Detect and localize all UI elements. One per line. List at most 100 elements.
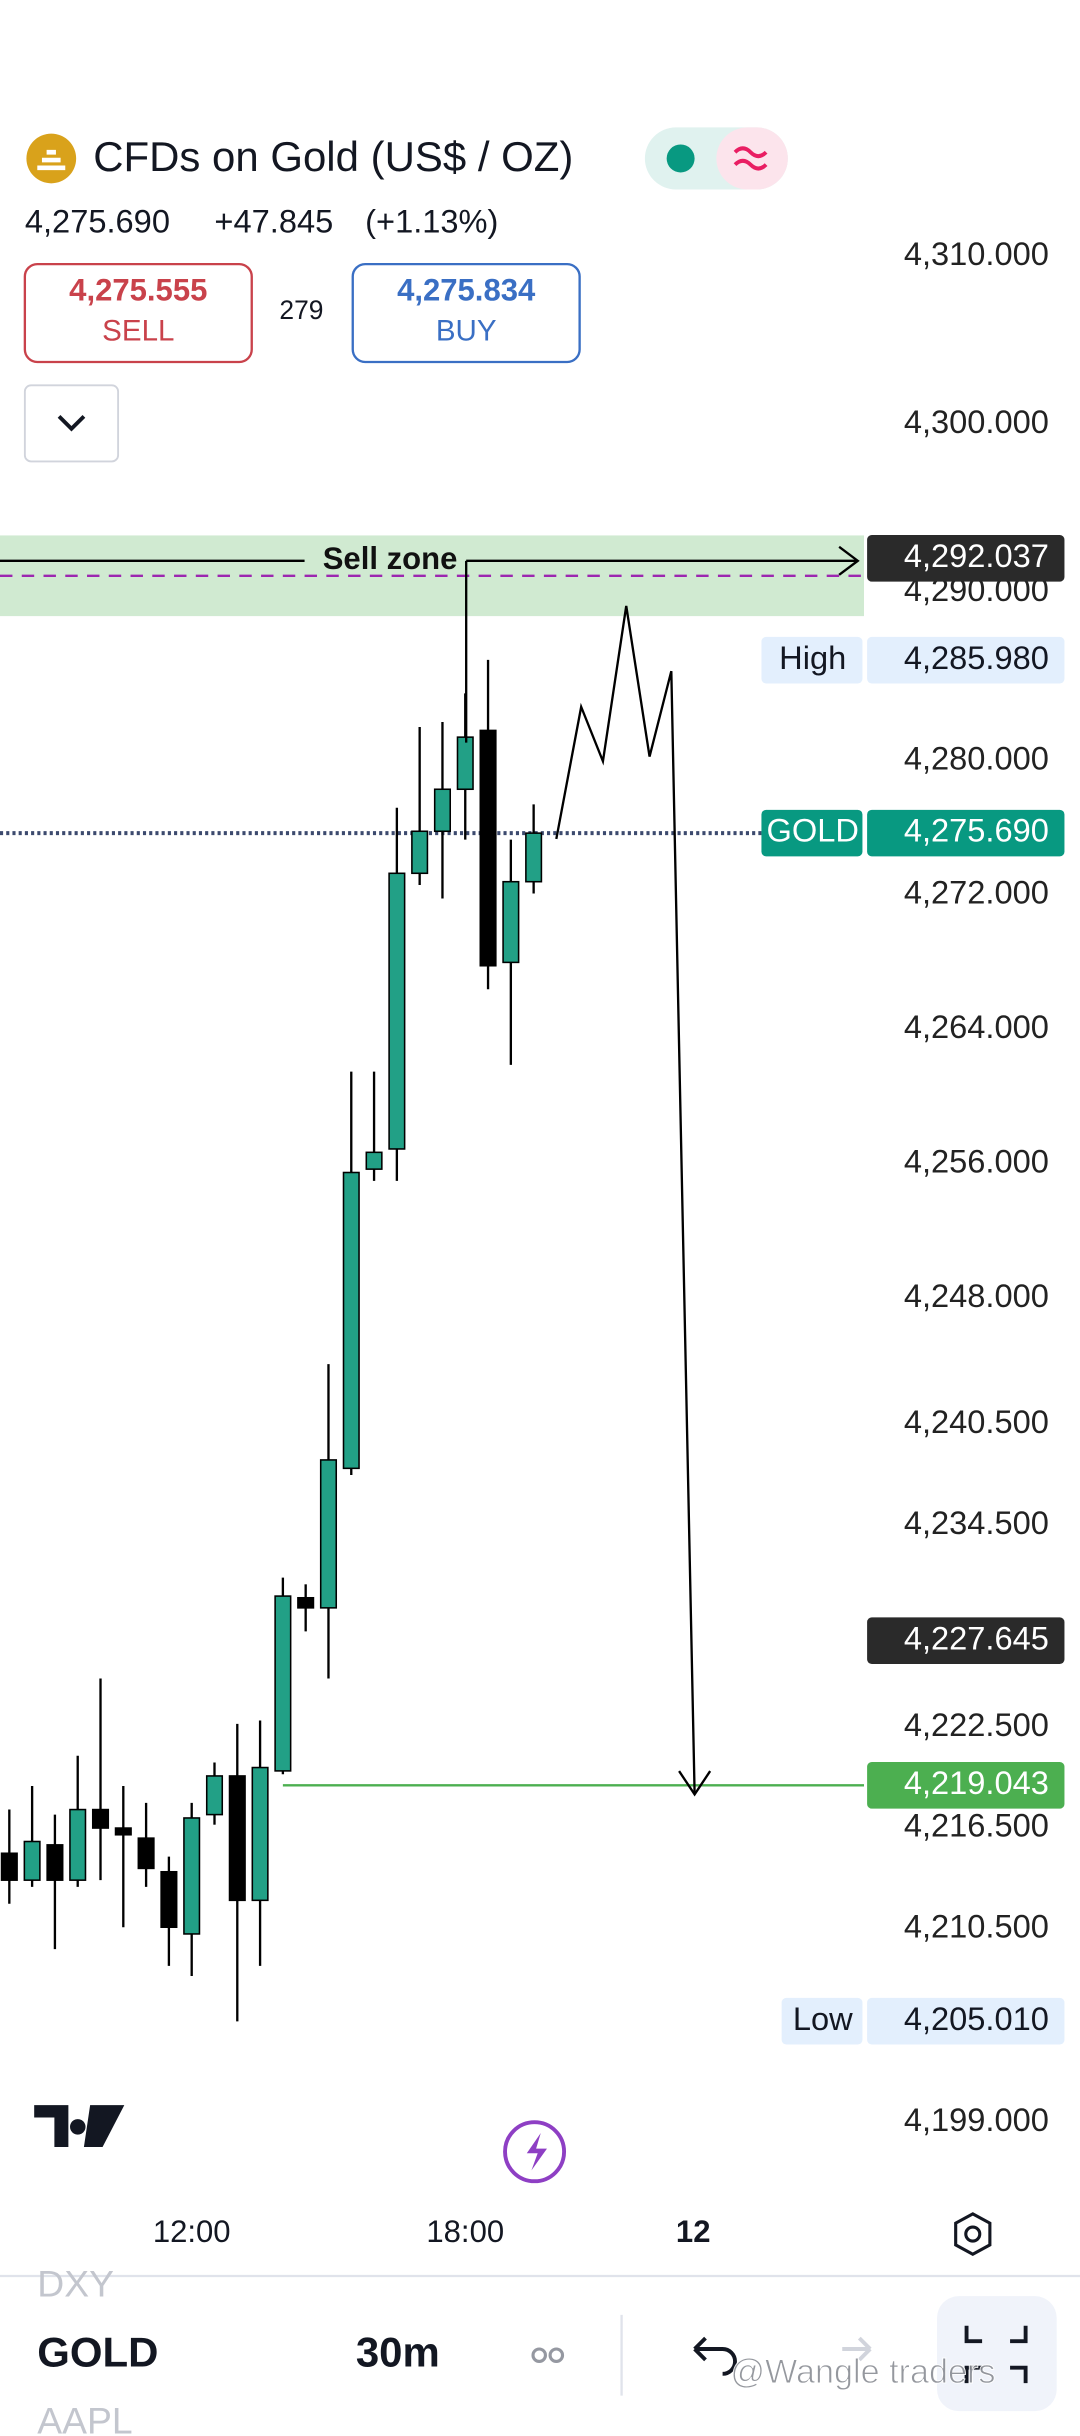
chart-footer: [34, 2105, 992, 2257]
price-change-pct: (+1.13%): [365, 202, 498, 239]
last-price: 4,275.690: [25, 202, 170, 239]
lightning-button[interactable]: [503, 2120, 567, 2184]
candle-body: [205, 1775, 224, 1816]
price-tag: [867, 535, 1065, 582]
candle-body: [46, 1844, 64, 1881]
candle-body: [228, 1775, 246, 1902]
status-pill-right: [716, 127, 788, 190]
drawing: [0, 545, 860, 1797]
price-change: +47.845: [214, 202, 333, 239]
price-tag-label: 4,275.690: [904, 812, 1049, 849]
price-tag-name-box: [761, 636, 863, 684]
price-tag-name: High: [779, 639, 846, 676]
price-tag: [867, 1617, 1065, 1665]
symbol-icon-mark: [37, 149, 66, 171]
interval[interactable]: 30m: [356, 2328, 440, 2375]
y-tick-label: 4,240.500: [904, 1403, 1049, 1440]
settings-button[interactable]: [954, 2212, 992, 2257]
sell-label: SELL: [102, 314, 174, 347]
candle-body: [0, 1852, 18, 1881]
price-tag: [867, 636, 1065, 684]
candle-body: [502, 880, 520, 964]
y-tick-label: 4,210.500: [904, 1908, 1049, 1945]
candle-body: [525, 832, 543, 883]
candle-body: [23, 1840, 41, 1881]
y-tick-label: 4,280.000: [904, 739, 1049, 776]
price-tag: [867, 809, 1065, 857]
candle-body: [456, 736, 474, 791]
price-tag-name-box: [761, 809, 863, 857]
candle-body: [297, 1596, 315, 1609]
y-tick-label: 4,310.000: [904, 235, 1049, 272]
candle-body: [274, 1595, 292, 1772]
undo-button[interactable]: [693, 2336, 737, 2376]
chart: 4,310.0004,300.0004,290.0004,280.0004,27…: [0, 235, 1065, 2249]
y-tick-label: 4,199.000: [904, 2101, 1049, 2138]
candle-body: [319, 1459, 338, 1609]
price-tag-name: GOLD: [767, 812, 859, 849]
symbol-current[interactable]: GOLD: [37, 2328, 158, 2375]
price-tag-label: 4,227.645: [904, 1619, 1049, 1656]
arrow-head: [838, 545, 860, 576]
candle-body: [479, 729, 497, 967]
price-tag: [867, 1762, 1065, 1809]
redo-button[interactable]: [842, 2336, 872, 2362]
candle-body: [388, 872, 406, 1150]
chevron: [57, 414, 86, 432]
sell-zone-label: Sell zone: [323, 541, 458, 576]
y-tick-label: 4,216.500: [904, 1807, 1049, 1844]
x-tick-label: 18:00: [426, 2214, 504, 2249]
price-tag-label: 4,205.010: [904, 2000, 1049, 2037]
x-tick-label: 12:00: [153, 2214, 231, 2249]
watermark: @Wangle traders: [730, 2353, 995, 2391]
symbol-prev[interactable]: DXY: [37, 2263, 114, 2305]
y-tick-label: 4,256.000: [904, 1143, 1049, 1180]
symbol-next[interactable]: AAPL: [37, 2399, 132, 2436]
price-tag-label: 4,219.043: [904, 1764, 1049, 1801]
spread: 279: [279, 295, 323, 325]
candle-body: [183, 1817, 201, 1935]
header: CFDs on Gold (US$ / OZ) 4,275.690 +47.84…: [23, 127, 788, 463]
y-tick-label: 4,272.000: [904, 874, 1049, 911]
candle-body: [137, 1837, 155, 1870]
symbol-title: CFDs on Gold (US$ / OZ): [93, 133, 573, 180]
y-tick-label: 4,264.000: [904, 1008, 1049, 1045]
compare-icon[interactable]: [531, 2347, 565, 2363]
buy-button[interactable]: [351, 262, 581, 364]
y-tick-label: 4,234.500: [904, 1504, 1049, 1541]
candle-body: [251, 1766, 269, 1902]
market-open-dot: [666, 144, 695, 173]
y-tick-label: 4,300.000: [904, 403, 1049, 440]
buy-label: BUY: [436, 314, 497, 347]
candle-body: [91, 1808, 110, 1829]
y-tick-label: 4,222.500: [904, 1706, 1049, 1743]
buy-price: 4,275.834: [397, 272, 536, 307]
lightning-icon: [526, 2133, 547, 2171]
candle-body: [365, 1151, 383, 1170]
price-tag: [867, 1997, 1065, 2045]
candle-body: [433, 788, 452, 833]
arrow-head: [678, 1770, 712, 1797]
x-tick-label: 12: [676, 2214, 711, 2249]
volatility-icon: [733, 146, 768, 171]
sell-price: 4,275.555: [69, 272, 207, 307]
price-tag-label: 4,285.980: [904, 639, 1049, 676]
candle-body: [114, 1827, 132, 1836]
expand-button[interactable]: [23, 384, 120, 463]
candle-body: [160, 1870, 178, 1929]
candle-body: [342, 1171, 360, 1470]
candle-body: [69, 1808, 87, 1881]
price-tag-label: 4,292.037: [904, 537, 1049, 574]
sell-button[interactable]: [23, 262, 253, 364]
toolbar: DXY GOLD AAPL 30m @Wangle traders: [0, 2263, 1080, 2436]
projection-path: [555, 605, 696, 1795]
y-tick-label: 4,248.000: [904, 1277, 1049, 1314]
settings-icon: [964, 2225, 982, 2243]
price-tag-name-box: [781, 1997, 863, 2045]
fullscreen-icon: [964, 2325, 1028, 2384]
tradingview-logo[interactable]: [34, 2105, 125, 2148]
candle-body: [411, 830, 429, 875]
price-tag-name: Low: [793, 2000, 853, 2037]
